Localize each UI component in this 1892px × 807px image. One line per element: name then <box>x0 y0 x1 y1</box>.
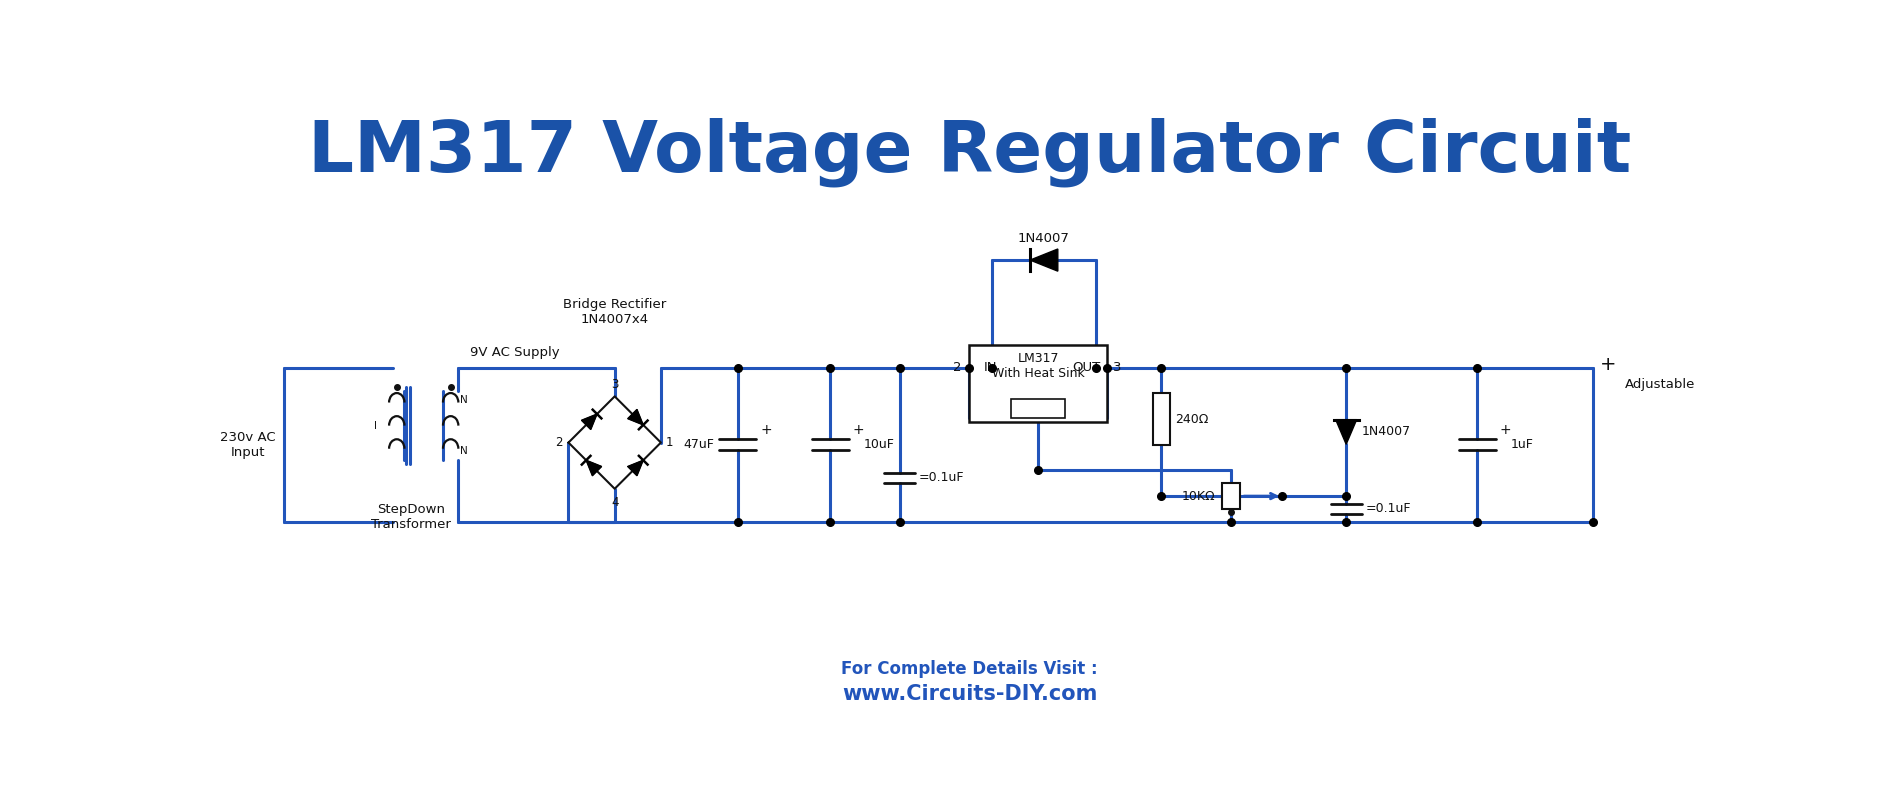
Text: StepDown
Transformer: StepDown Transformer <box>371 503 450 531</box>
Text: +: + <box>761 423 772 437</box>
Polygon shape <box>1029 249 1058 271</box>
Bar <box>1010 399 1065 418</box>
Text: 1N4007: 1N4007 <box>1362 425 1411 438</box>
Text: Adjustable: Adjustable <box>1625 378 1695 391</box>
Text: 4: 4 <box>611 496 619 509</box>
Text: OUT: OUT <box>1071 362 1099 374</box>
Text: 1N4007: 1N4007 <box>1018 232 1069 245</box>
Text: =0.1uF: =0.1uF <box>920 471 965 484</box>
Text: www.Circuits-DIY.com: www.Circuits-DIY.com <box>842 684 1097 704</box>
Bar <box>969 345 1107 422</box>
Text: 2: 2 <box>954 362 961 374</box>
Text: ADJ: ADJ <box>1027 402 1048 415</box>
Text: 230v AC
Input: 230v AC Input <box>219 431 276 459</box>
Text: +: + <box>1498 423 1512 437</box>
Polygon shape <box>1336 420 1357 445</box>
Text: 3: 3 <box>611 378 619 391</box>
Text: N: N <box>460 446 467 456</box>
Text: For Complete Details Visit :: For Complete Details Visit : <box>842 660 1097 678</box>
Text: =0.1uF: =0.1uF <box>1366 503 1411 516</box>
Bar <box>1222 483 1239 509</box>
Text: N: N <box>460 395 467 405</box>
Text: 10KΩ: 10KΩ <box>1182 490 1217 503</box>
Text: 10uF: 10uF <box>865 438 895 451</box>
Text: I: I <box>375 420 377 431</box>
Text: 47uF: 47uF <box>683 438 713 451</box>
Text: +: + <box>853 423 865 437</box>
Polygon shape <box>587 460 602 476</box>
Text: 240Ω: 240Ω <box>1175 412 1209 425</box>
Polygon shape <box>581 414 598 429</box>
Bar <box>1152 394 1171 445</box>
Text: 1uF: 1uF <box>1512 438 1534 451</box>
Text: LM317 Voltage Regulator Circuit: LM317 Voltage Regulator Circuit <box>308 118 1631 187</box>
Polygon shape <box>628 460 643 476</box>
Text: Bridge Rectifier
1N4007x4: Bridge Rectifier 1N4007x4 <box>564 298 666 325</box>
Text: +: + <box>1601 354 1618 374</box>
Text: LM317
With Heat Sink: LM317 With Heat Sink <box>991 353 1084 380</box>
Polygon shape <box>628 409 643 425</box>
Text: 2: 2 <box>554 436 562 449</box>
Text: 9V AC Supply: 9V AC Supply <box>469 345 560 358</box>
Text: 1: 1 <box>666 436 674 449</box>
Text: IN: IN <box>984 362 997 374</box>
Text: 3: 3 <box>1112 362 1122 374</box>
